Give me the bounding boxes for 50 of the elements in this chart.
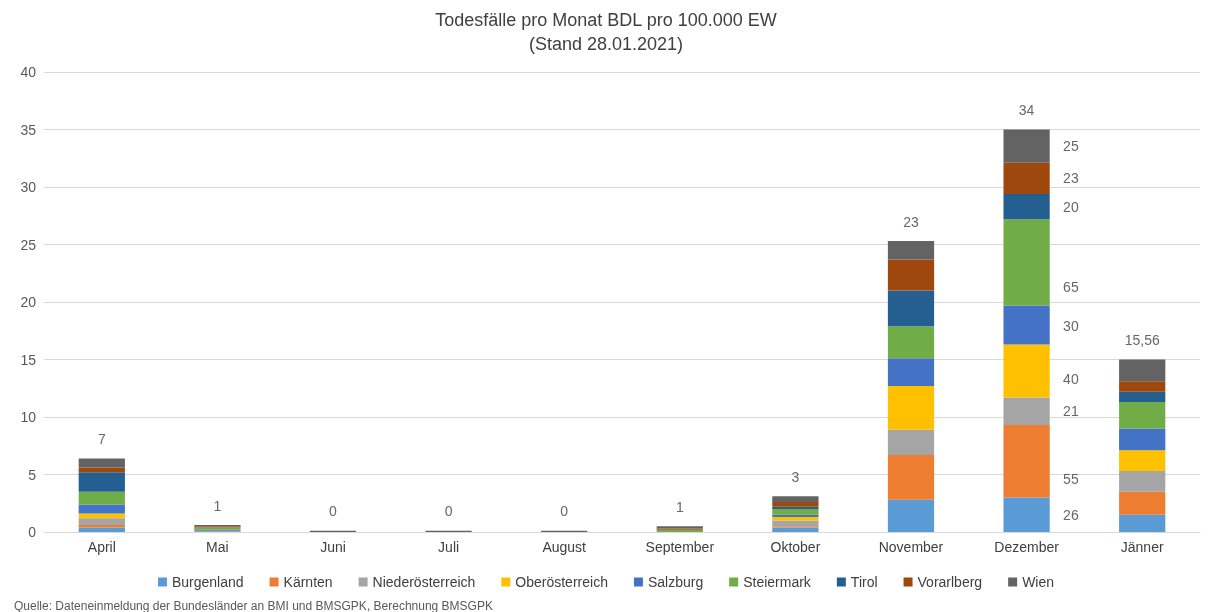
annotation: 65 xyxy=(1063,279,1079,296)
annotation: 3 xyxy=(791,468,800,485)
source-note: Quelle: Dateneinmeldung der Bundesländer an BMI und BMSGPK, Berechnung BMSGPK xyxy=(14,599,493,612)
y-tick-label: 30 xyxy=(20,179,37,195)
annotation: 21 xyxy=(1063,403,1079,420)
annotation: 25 xyxy=(1063,138,1079,155)
y-tick-label: 35 xyxy=(20,121,37,138)
annotation: 23 xyxy=(1063,170,1079,187)
x-tick-label: Juni xyxy=(320,539,346,555)
legend-label: Kärnten xyxy=(283,574,333,590)
legend-label: Vorarlberg xyxy=(917,574,983,590)
x-tick-label: Jänner xyxy=(1120,539,1164,555)
annotation: 0 xyxy=(444,503,453,520)
annotation: 1 xyxy=(213,497,222,514)
chart-subtitle: (Stand 28.01.2021) xyxy=(528,34,684,54)
annotation: 30 xyxy=(1063,318,1079,335)
annotation: 7 xyxy=(97,430,106,447)
annotation: 0 xyxy=(329,503,338,520)
annotation: 34 xyxy=(1018,102,1035,118)
x-tick-label: April xyxy=(87,539,116,555)
y-tick-label: 20 xyxy=(20,294,37,310)
y-tick-label: 40 xyxy=(20,64,37,80)
y-tick-label: 10 xyxy=(20,409,37,425)
annotation: 26 xyxy=(1063,506,1079,523)
y-tick-label: 25 xyxy=(20,236,37,253)
legend-label: Steiermark xyxy=(743,574,812,590)
legend-label: Wien xyxy=(1022,574,1055,590)
y-tick-label: 0 xyxy=(28,524,37,540)
annotation: 23 xyxy=(903,213,919,230)
x-tick-label: Dezember xyxy=(994,539,1060,555)
annotation: 15,56 xyxy=(1124,332,1160,348)
annotation: 20 xyxy=(1063,198,1079,215)
y-tick-label: 5 xyxy=(28,466,37,483)
legend-label: Tirol xyxy=(850,574,878,590)
x-tick-label: November xyxy=(878,539,944,555)
x-tick-label: September xyxy=(645,539,715,555)
legend-label: Oberösterreich xyxy=(515,574,608,590)
x-tick-label: Oktober xyxy=(770,539,821,555)
legend-label: Salzburg xyxy=(647,574,704,590)
x-tick-label: Mai xyxy=(206,539,229,555)
y-tick-label: 15 xyxy=(20,351,37,368)
annotation: 1 xyxy=(675,498,684,515)
annotation: 55 xyxy=(1063,471,1079,488)
legend-label: Burgenland xyxy=(171,574,244,590)
annotation: 40 xyxy=(1063,371,1079,388)
chart-title: Todesfälle pro Monat BDL pro 100.000 EW xyxy=(435,10,777,30)
x-tick-label: Juli xyxy=(438,539,460,555)
legend-label: Niederösterreich xyxy=(372,574,476,590)
x-tick-label: August xyxy=(542,539,587,555)
annotation: 0 xyxy=(560,503,569,520)
